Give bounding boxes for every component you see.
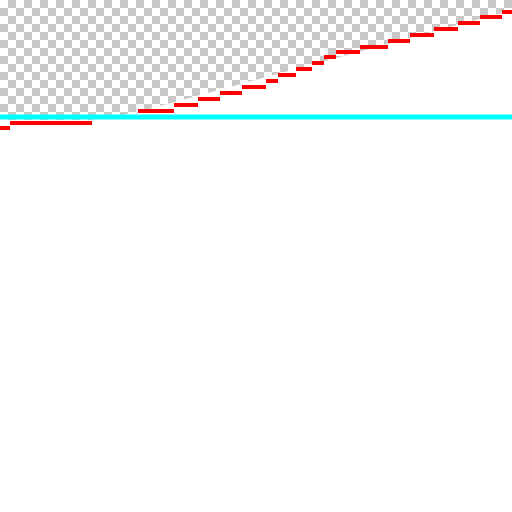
edge-step	[220, 91, 242, 95]
edge-step	[480, 15, 502, 19]
edge-step	[296, 67, 312, 71]
edge-step	[360, 45, 388, 49]
opaque-region	[0, 10, 512, 130]
edge-step	[324, 55, 336, 59]
selection-edge[interactable]	[0, 10, 512, 130]
edge-step	[198, 97, 220, 101]
edge-step	[266, 79, 278, 83]
edge-step	[388, 39, 410, 43]
edge-step	[0, 126, 10, 130]
edge-step	[336, 50, 360, 54]
edge-step	[410, 33, 434, 37]
edge-step	[138, 109, 174, 113]
edge-step	[10, 121, 92, 125]
edge-step	[312, 61, 324, 65]
edge-step	[458, 21, 480, 25]
edge-step	[242, 85, 266, 89]
edge-step	[174, 103, 198, 107]
edge-step	[278, 73, 296, 77]
edge-step	[434, 27, 458, 31]
edge-step	[502, 10, 512, 14]
